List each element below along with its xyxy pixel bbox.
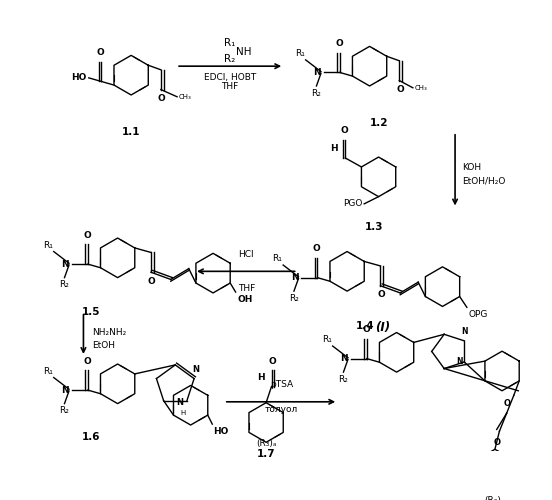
Text: PGO: PGO [343, 200, 362, 208]
Text: R₁: R₁ [322, 335, 332, 344]
Text: R₁: R₁ [272, 254, 282, 263]
Text: (R₃)ₐ: (R₃)ₐ [485, 496, 505, 500]
Text: N: N [456, 358, 463, 366]
Text: R₂: R₂ [224, 54, 235, 64]
Text: толуол: толуол [265, 406, 298, 414]
Text: 1.4: 1.4 [356, 321, 374, 331]
Text: N: N [314, 68, 321, 77]
Text: R₂: R₂ [311, 88, 321, 98]
Text: 1.6: 1.6 [81, 432, 100, 442]
Text: R₂: R₂ [289, 294, 299, 303]
Text: O: O [503, 399, 510, 408]
Text: EDCI, HOBT: EDCI, HOBT [204, 74, 256, 82]
Text: N: N [61, 386, 69, 394]
Text: H: H [257, 373, 264, 382]
Text: O: O [362, 326, 370, 334]
Text: O: O [494, 438, 501, 448]
Text: (R₃)ₐ: (R₃)ₐ [256, 438, 277, 448]
Text: O: O [83, 231, 91, 240]
Text: N: N [461, 328, 468, 336]
Text: R₂: R₂ [60, 406, 70, 416]
Text: R₁: R₁ [225, 38, 236, 48]
Text: HO: HO [213, 427, 229, 436]
Text: O: O [396, 85, 404, 94]
Text: N: N [291, 273, 299, 282]
Text: HO: HO [72, 74, 87, 82]
Text: NH₂NH₂: NH₂NH₂ [92, 328, 127, 337]
Text: N: N [341, 354, 348, 363]
Text: H: H [181, 410, 186, 416]
Text: KOH: KOH [462, 164, 481, 172]
Text: R₂: R₂ [60, 280, 70, 289]
Text: 1.1: 1.1 [122, 128, 140, 138]
Text: N: N [61, 260, 69, 268]
Text: N: N [176, 398, 183, 407]
Text: O: O [158, 94, 166, 103]
Text: N: N [193, 365, 199, 374]
Text: THF: THF [238, 284, 255, 293]
Text: (I): (I) [375, 321, 391, 334]
Text: O: O [148, 276, 156, 285]
Text: O: O [97, 48, 104, 57]
Text: R₂: R₂ [338, 375, 348, 384]
Text: 1.3: 1.3 [365, 222, 383, 232]
Text: O: O [268, 357, 276, 366]
Text: CH₃: CH₃ [179, 94, 192, 100]
Text: H: H [331, 144, 338, 154]
Text: O: O [341, 126, 348, 136]
Text: R₁: R₁ [295, 49, 305, 58]
Text: 1.2: 1.2 [369, 118, 388, 128]
Text: OH: OH [237, 294, 253, 304]
Text: 1.5: 1.5 [81, 308, 100, 318]
Text: HCl: HCl [238, 250, 254, 258]
Text: CH₃: CH₃ [415, 85, 427, 91]
Text: O: O [335, 39, 343, 48]
Text: OPG: OPG [469, 310, 488, 319]
Text: NH: NH [236, 47, 251, 57]
Text: O: O [312, 244, 320, 254]
Text: 1.7: 1.7 [257, 450, 275, 460]
Text: O: O [378, 290, 385, 299]
Text: pTSA: pTSA [270, 380, 293, 389]
Text: R₁: R₁ [43, 366, 53, 376]
Text: O: O [83, 357, 91, 366]
Text: R₁: R₁ [43, 240, 53, 250]
Text: EtOH: EtOH [92, 340, 115, 349]
Text: THF: THF [221, 82, 238, 92]
Text: EtOH/H₂O: EtOH/H₂O [462, 177, 506, 186]
